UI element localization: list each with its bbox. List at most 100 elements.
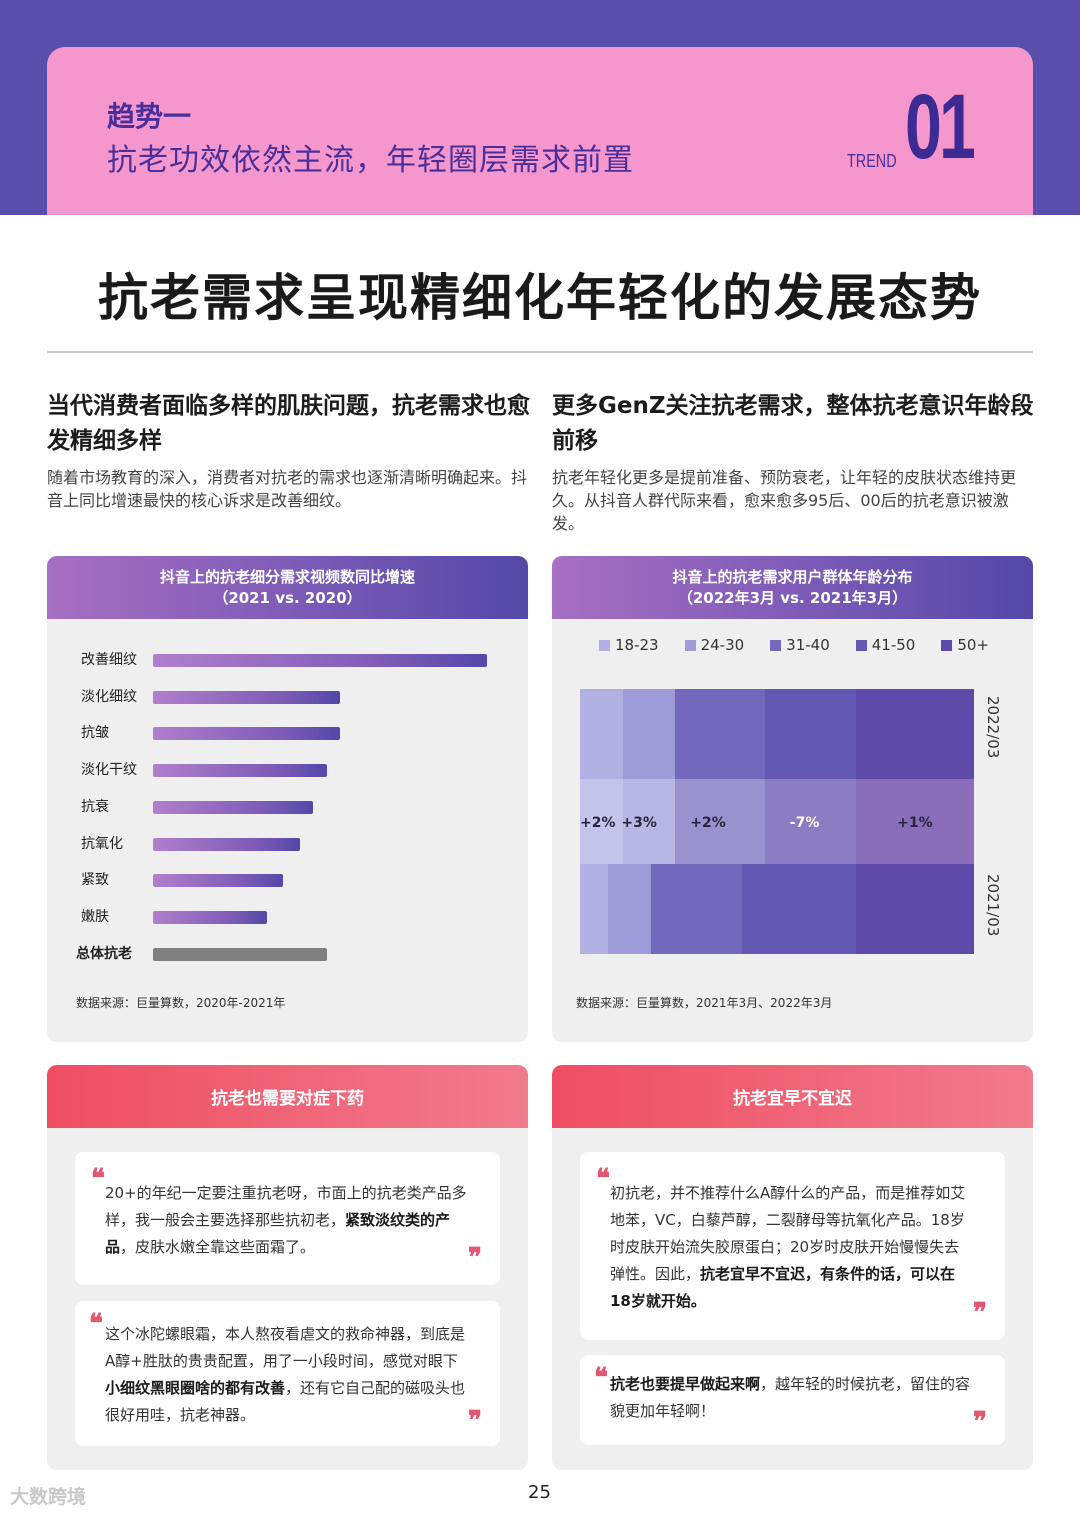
bar-chart-header: 抖音上的抗老细分需求视频数同比增速 （2021 vs. 2020） [47, 556, 528, 619]
mekko-segment [765, 689, 856, 779]
legend-swatch-icon [941, 639, 953, 651]
left-heading: 当代消费者面临多样的肌肤问题，抗老需求也愈发精细多样 [47, 393, 530, 454]
mekko-segment [580, 689, 624, 779]
bar-row: 淡化干纹 [47, 760, 527, 780]
bar-chart-subtitle: （2021 vs. 2020） [213, 588, 362, 607]
quote-r2: ❝ 抗老也要提早做起来啊，越年轻的时候抗老，留住的容貌更加年轻啊！ ❞ [580, 1355, 1005, 1445]
trend-banner: 趋势一 抗老功效依然主流，年轻圈层需求前置 TREND 01 [47, 47, 1033, 215]
quote-text: 这个冰陀螺眼霜，本人熬夜看虐文的救命神器，到底是A醇+胜肽的贵贵配置，用了一小段… [105, 1325, 466, 1424]
open-quote-icon: ❝ [91, 1164, 105, 1194]
mekko-chart-source: 数据来源：巨量算数，2021年3月、2022年3月 [576, 996, 833, 1010]
bar-row: 抗皱 [47, 723, 527, 743]
bar-label: 紧致 [81, 872, 109, 889]
page-number: 25 [528, 1482, 551, 1503]
mekko-segment [580, 864, 608, 954]
open-quote-icon: ❝ [596, 1164, 610, 1194]
row-label-2021: 2021/03 [984, 874, 1002, 937]
bar [153, 654, 487, 667]
legend-swatch-icon [598, 639, 610, 651]
mekko-segment [855, 689, 974, 779]
change-label: +3% [621, 815, 657, 831]
bar-row: 改善细纹 [47, 650, 527, 670]
bar-chart-source: 数据来源：巨量算数，2020年-2021年 [76, 996, 286, 1010]
legend-swatch-icon [684, 639, 696, 651]
legend-item: 50+ [941, 636, 989, 654]
quote-card-right: 抗老宜早不宜迟 ❝ 初抗老，并不推荐什么A醇什么的产品，而是推荐如艾地苯，VC，… [552, 1065, 1033, 1470]
quote-r1: ❝ 初抗老，并不推荐什么A醇什么的产品，而是推荐如艾地苯，VC，白藜芦醇，二裂酵… [580, 1152, 1005, 1340]
bar-label: 淡化细纹 [81, 688, 137, 705]
legend-item: 31-40 [770, 636, 830, 654]
mekko-legend: 18-23 24-30 31-40 41-50 50+ [552, 636, 1033, 654]
watermark-logo: 大数跨境 [10, 1486, 87, 1508]
page-title: 抗老需求呈现精细化年轻化的发展态势 [98, 269, 982, 327]
open-quote-icon: ❝ [594, 1363, 608, 1393]
bar-chart-card: 抖音上的抗老细分需求视频数同比增速 （2021 vs. 2020） 改善细纹淡化… [47, 556, 528, 1042]
legend-item: 18-23 [598, 636, 659, 654]
mekko-plot: +2% +3% +2% -7% +1% [580, 689, 974, 954]
change-label: -7% [789, 815, 820, 831]
bar-label: 淡化干纹 [81, 762, 137, 779]
change-label: +2% [690, 815, 726, 831]
mekko-segment [855, 864, 974, 954]
bar [153, 800, 314, 814]
bar-label: 嫩肤 [81, 908, 109, 925]
trend-label: TREND [847, 151, 897, 171]
close-quote-icon: ❞ [973, 1407, 987, 1437]
quote-l2: ❝ 这个冰陀螺眼霜，本人熬夜看虐文的救命神器，到底是A醇+胜肽的贵贵配置，用了一… [75, 1301, 500, 1446]
mekko-chart-subtitle: （2022年3月 vs. 2021年3月） [677, 588, 908, 607]
change-label: +2% [579, 815, 616, 831]
legend-item: 24-30 [684, 636, 744, 654]
trend-subtitle: 抗老功效依然主流，年轻圈层需求前置 [107, 143, 634, 178]
mekko-transition [580, 779, 624, 864]
bar-row: 嫩肤 [47, 907, 527, 927]
bar-row: 抗衰 [47, 797, 527, 817]
right-body: 抗老年轻化更多是提前准备、预防衰老，让年轻的皮肤状态维持更久。从抖音人群代际来看… [552, 468, 1017, 533]
quote-card-left-title: 抗老也需要对症下药 [47, 1065, 528, 1128]
bar-label: 抗皱 [81, 725, 109, 742]
legend-swatch-icon [855, 639, 867, 651]
close-quote-icon: ❞ [468, 1406, 482, 1436]
mekko-segment [741, 864, 856, 954]
bar-chart-title: 抖音上的抗老细分需求视频数同比增速 [159, 567, 415, 586]
bar [153, 690, 341, 704]
bar-row: 总体抗老 [47, 944, 527, 964]
bar-row: 淡化细纹 [47, 687, 527, 707]
bar [153, 764, 327, 778]
left-body: 随着市场教育的深入，消费者对抗老的需求也逐渐清晰明确起来。抖音上同比增速最快的核… [47, 468, 528, 510]
quote-text: 20+的年纪一定要注重抗老呀，市面上的抗老类产品多样，我一般会主要选择那些抗初老… [105, 1184, 467, 1256]
close-quote-icon: ❞ [973, 1298, 987, 1328]
bar [153, 910, 267, 924]
bar-row: 紧致 [47, 870, 527, 890]
close-quote-icon: ❞ [468, 1243, 482, 1273]
mekko-segment [607, 864, 651, 954]
quote-card-left: 抗老也需要对症下药 ❝ 20+的年纪一定要注重抗老呀，市面上的抗老类产品多样，我… [47, 1065, 528, 1470]
open-quote-icon: ❝ [89, 1309, 103, 1339]
legend-item: 41-50 [855, 636, 915, 654]
mekko-chart-card: 抖音上的抗老需求用户群体年龄分布 （2022年3月 vs. 2021年3月） 1… [552, 556, 1033, 1042]
bar-label: 改善细纹 [81, 652, 137, 668]
bar [153, 727, 341, 741]
quote-text: 抗老也要提早做起来啊，越年轻的时候抗老，留住的容貌更加年轻啊！ [610, 1375, 971, 1420]
mekko-transition [855, 779, 974, 864]
mekko-chart-header: 抖音上的抗老需求用户群体年龄分布 （2022年3月 vs. 2021年3月） [552, 556, 1033, 619]
bar [153, 837, 300, 851]
right-heading: 更多GenZ关注抗老需求，整体抗老意识年龄段前移 [552, 393, 1034, 454]
legend-swatch-icon [770, 639, 782, 651]
bar-label: 抗氧化 [81, 835, 123, 852]
divider [47, 351, 1033, 353]
trend-kicker: 趋势一 [107, 100, 192, 133]
bar [153, 874, 284, 888]
bar-row: 抗氧化 [47, 834, 527, 854]
bar [153, 947, 327, 961]
mekko-segment [623, 689, 675, 779]
mekko-segment [650, 864, 742, 954]
quote-text: 初抗老，并不推荐什么A醇什么的产品，而是推荐如艾地苯，VC，白藜芦醇，二裂酵母等… [610, 1184, 966, 1310]
quote-l1: ❝ 20+的年纪一定要注重抗老呀，市面上的抗老类产品多样，我一般会主要选择那些抗… [75, 1152, 500, 1285]
bar-label: 总体抗老 [76, 945, 132, 962]
row-label-2022: 2022/03 [984, 696, 1002, 759]
mekko-segment [674, 689, 766, 779]
trend-number: 01 [905, 76, 976, 178]
bar-label: 抗衰 [81, 798, 109, 815]
mekko-chart-title: 抖音上的抗老需求用户群体年龄分布 [672, 567, 913, 586]
quote-card-right-title: 抗老宜早不宜迟 [552, 1065, 1033, 1128]
